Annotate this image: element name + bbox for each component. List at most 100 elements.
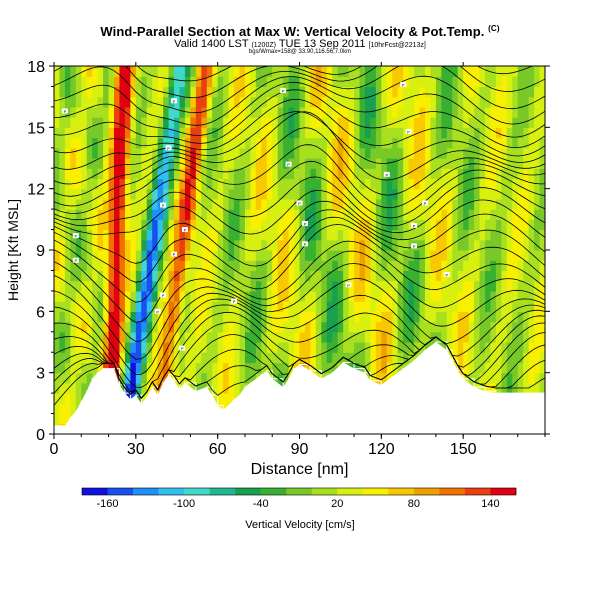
velocity-cell <box>92 352 99 364</box>
velocity-cell <box>479 239 486 251</box>
velocity-cell <box>326 66 333 77</box>
velocity-cell <box>517 280 524 292</box>
velocity-cell <box>239 280 246 292</box>
velocity-cell <box>152 239 159 251</box>
velocity-cell <box>239 352 246 364</box>
velocity-cell <box>190 260 197 272</box>
velocity-cell <box>108 270 115 282</box>
velocity-cell <box>234 147 241 159</box>
velocity-cell <box>184 290 191 302</box>
velocity-cell <box>381 270 388 282</box>
velocity-cell <box>223 127 230 139</box>
velocity-cell <box>452 331 459 343</box>
velocity-cell <box>174 250 181 261</box>
velocity-cell <box>184 209 191 220</box>
velocity-cell <box>277 96 284 108</box>
velocity-cell <box>75 250 82 261</box>
velocity-cell <box>255 127 262 139</box>
velocity-cell <box>168 198 175 210</box>
velocity-cell <box>392 301 399 312</box>
velocity-cell <box>261 147 268 159</box>
velocity-cell <box>441 280 448 292</box>
y-tick-label: 15 <box>27 120 45 137</box>
velocity-cell <box>370 270 377 282</box>
velocity-cell <box>403 280 410 292</box>
velocity-cell <box>321 198 328 210</box>
velocity-cell <box>294 168 301 180</box>
velocity-cell <box>266 188 273 200</box>
velocity-cell <box>201 250 208 261</box>
velocity-cell <box>321 321 328 333</box>
velocity-cell <box>277 117 284 128</box>
velocity-cell <box>386 209 393 220</box>
velocity-cell <box>315 198 322 210</box>
velocity-cell <box>375 96 382 108</box>
velocity-cell <box>315 229 322 241</box>
velocity-cell <box>523 219 530 231</box>
velocity-cell <box>457 86 464 98</box>
velocity-cell <box>157 280 164 292</box>
velocity-cell <box>370 372 377 384</box>
velocity-cell <box>228 188 235 200</box>
velocity-cell <box>474 117 481 128</box>
velocity-cell <box>506 178 513 190</box>
velocity-cell <box>168 239 175 251</box>
velocity-cell <box>414 158 421 169</box>
velocity-cell <box>386 178 393 190</box>
colorbar-swatch <box>260 488 287 495</box>
velocity-cell <box>315 219 322 231</box>
velocity-cell <box>468 372 475 384</box>
velocity-cell <box>195 250 202 261</box>
velocity-cell <box>294 209 301 220</box>
velocity-cell <box>512 270 519 282</box>
velocity-cell <box>163 250 170 261</box>
velocity-cell <box>474 250 481 261</box>
velocity-cell <box>130 106 137 118</box>
velocity-cell <box>304 178 312 190</box>
velocity-cell <box>490 311 497 323</box>
velocity-cell <box>392 96 399 108</box>
velocity-cell <box>315 96 322 108</box>
velocity-cell <box>403 137 410 149</box>
velocity-cell <box>283 352 290 364</box>
velocity-cell <box>59 413 66 425</box>
velocity-cell <box>283 137 290 149</box>
velocity-cell <box>457 239 464 251</box>
velocity-cell <box>364 106 372 118</box>
velocity-cell <box>54 76 61 88</box>
velocity-cell <box>184 342 191 353</box>
velocity-cell <box>184 239 191 251</box>
velocity-cell <box>414 250 421 261</box>
velocity-cell <box>190 342 197 353</box>
velocity-cell <box>250 219 257 231</box>
velocity-cell <box>354 137 361 149</box>
velocity-cell <box>326 270 333 282</box>
velocity-cell <box>315 117 322 128</box>
velocity-cell <box>479 290 486 302</box>
velocity-cell <box>277 301 284 312</box>
isentrope-label-box <box>61 108 68 114</box>
velocity-cell <box>468 331 475 343</box>
velocity-cell <box>261 178 268 190</box>
velocity-cell <box>441 219 448 231</box>
velocity-cell <box>266 301 273 312</box>
velocity-cell <box>392 362 399 374</box>
velocity-cell <box>228 158 235 169</box>
velocity-cell <box>212 229 219 241</box>
colorbar-swatch <box>158 488 185 495</box>
velocity-cell <box>304 270 312 282</box>
velocity-cell <box>523 158 530 169</box>
velocity-cell <box>223 342 230 353</box>
velocity-cell <box>152 188 159 200</box>
velocity-cell <box>479 147 486 159</box>
velocity-cell <box>163 178 170 190</box>
velocity-cell <box>283 321 290 333</box>
velocity-cell <box>452 127 459 139</box>
velocity-cell <box>152 362 159 374</box>
velocity-cell <box>370 188 377 200</box>
velocity-cell <box>190 178 197 190</box>
velocity-cell <box>239 321 246 333</box>
velocity-cell <box>359 301 366 312</box>
velocity-cell <box>375 342 382 353</box>
velocity-cell <box>452 158 459 169</box>
